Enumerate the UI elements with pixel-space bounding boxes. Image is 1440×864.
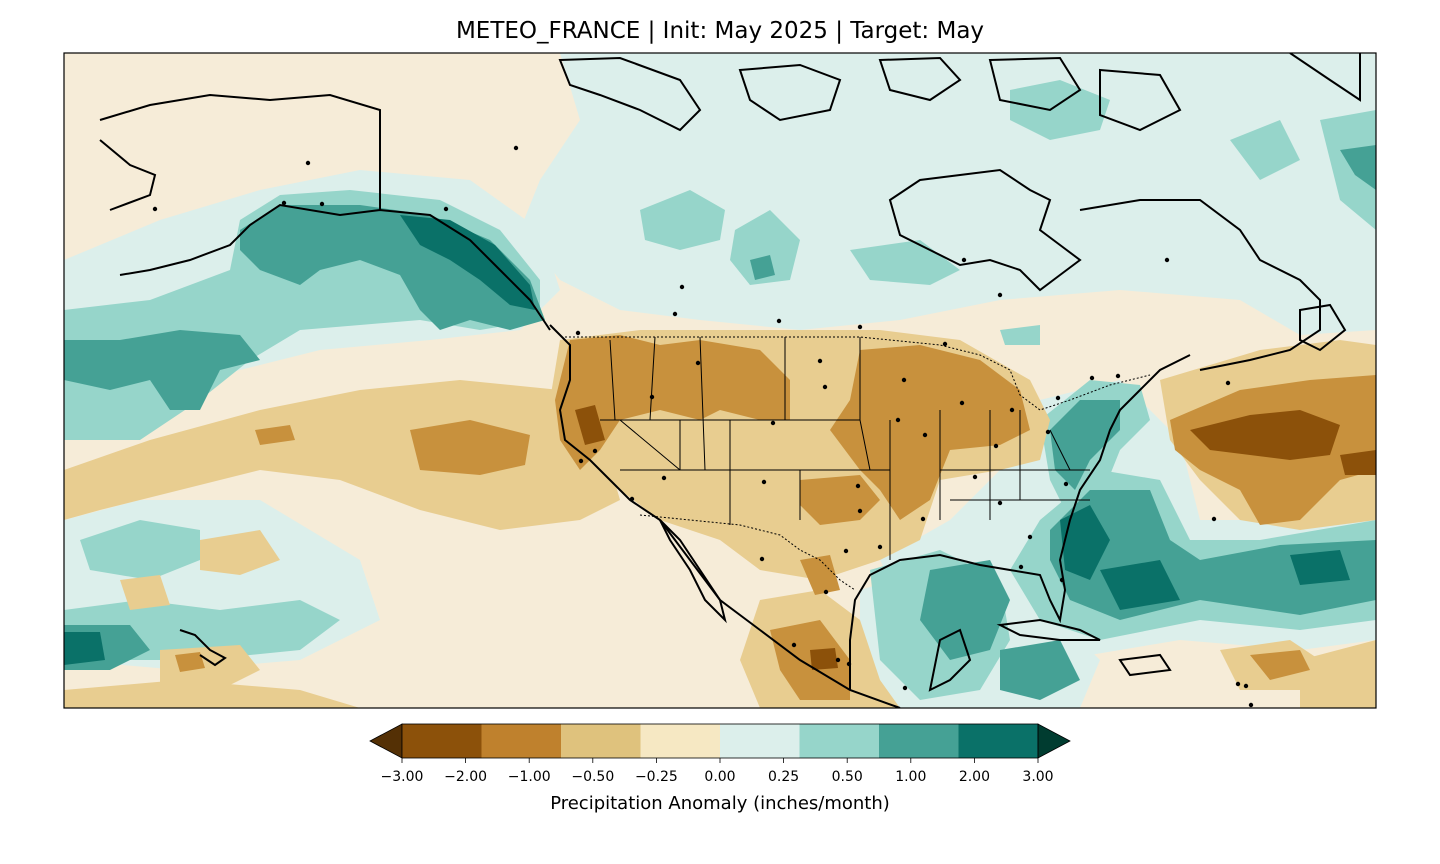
wet-mid-pacific-south — [80, 520, 200, 580]
dry-light-pacific-west — [120, 575, 170, 610]
us-mexico-border — [639, 514, 856, 591]
dry-mid-texas — [800, 555, 840, 595]
colorbar-tick-label: −0.50 — [571, 769, 614, 785]
dry-mid-plains — [830, 345, 1030, 520]
colorbar: −3.00 −2.00 −1.00 −0.50 −0.25 0.00 0.25 0.50 1.0… — [369, 723, 1071, 785]
dry-strong-california — [575, 405, 605, 445]
hudson-bay — [888, 168, 1082, 292]
wet-strong-pacific-west — [64, 330, 260, 410]
state-lines — [600, 336, 1090, 560]
colorbar-tick-label: 3.00 — [1022, 769, 1053, 785]
colorbar-tick-label: 0.00 — [704, 769, 735, 785]
wet-mid-greenland — [1320, 110, 1376, 230]
dry-mid-northwest — [555, 335, 790, 470]
colorbar-segment — [879, 724, 959, 758]
newfoundland — [1299, 303, 1347, 352]
north-america-west-coast — [549, 324, 901, 708]
colorbar-tick-label: −2.00 — [444, 769, 487, 785]
dry-mid-pacific — [410, 420, 530, 475]
wet-strong-canada — [750, 255, 775, 280]
state-borders — [379, 110, 1151, 591]
dry-mid-pacific-2 — [255, 425, 295, 445]
cuba — [996, 618, 1101, 641]
wet-very-atlantic-1 — [1060, 505, 1110, 580]
dry-mid-hawaii — [175, 652, 205, 672]
dry-strong-atlantic-2 — [1340, 450, 1376, 475]
wet-mid-hudson-east — [1010, 80, 1110, 140]
arctic-islands — [558, 53, 1361, 132]
colorbar-segment — [720, 724, 800, 758]
wet-very-hawaii — [64, 632, 105, 665]
wet-very-gulf-alaska — [400, 215, 535, 310]
us-canada-border — [565, 336, 1151, 411]
colorbar-segment — [561, 724, 641, 758]
map-title: METEO_FRANCE | Init: May 2025 | Target: … — [455, 18, 985, 44]
colorbar-segment — [402, 724, 482, 758]
colorbar-segment — [958, 724, 1039, 758]
hispaniola — [1118, 653, 1172, 677]
wet-strong-caribbean — [1000, 640, 1080, 700]
hawaii — [179, 629, 227, 667]
coastlines — [99, 53, 1361, 708]
colorbar-extend-max — [1037, 723, 1071, 759]
wet-very-atlantic-3 — [1290, 550, 1350, 585]
wet-mid-canada-2 — [730, 210, 800, 285]
wet-strong-greenland — [1340, 145, 1376, 190]
dry-light-pacific-mid — [200, 530, 280, 575]
wet-very-atlantic-2 — [1100, 560, 1180, 610]
dry-mid-caribbean — [1250, 650, 1310, 680]
colorbar-tick-label: 1.00 — [895, 769, 926, 785]
dry-mid-mexico — [770, 620, 850, 700]
gulf-coast — [849, 354, 1191, 690]
map-frame — [63, 52, 1377, 709]
wet-strong-mid-atlantic — [1050, 400, 1120, 490]
wet-region-canada — [520, 53, 1376, 335]
city-markers — [152, 145, 1254, 708]
dry-strong-mexico — [810, 648, 838, 670]
colorbar-segment — [640, 724, 721, 758]
wet-mid-canada-1 — [640, 190, 725, 250]
wet-strong-gulf — [920, 560, 1010, 660]
wet-mid-labrador — [1230, 120, 1300, 180]
baja — [659, 519, 727, 624]
colorbar-extend-min — [369, 723, 403, 759]
colorbar-label: Precipitation Anomaly (inches/month) — [550, 793, 890, 814]
yucatan — [928, 628, 972, 692]
dry-strong-atlantic — [1190, 410, 1340, 460]
labrador-coast — [1079, 199, 1321, 371]
colorbar-tick-label: −3.00 — [381, 769, 424, 785]
anomaly-field — [64, 53, 1376, 708]
colorbar-segment — [481, 724, 562, 758]
colorbar-tick-label: 0.25 — [768, 769, 799, 785]
dry-light-pacific-sw — [64, 680, 360, 708]
colorbar-tick-label: −1.00 — [508, 769, 551, 785]
colorbar-tick-label: 0.50 — [832, 769, 863, 785]
colorbar-tick-label: 2.00 — [959, 769, 990, 785]
colorbar-tick-label: −0.25 — [635, 769, 678, 785]
dry-light-pacific — [64, 380, 620, 530]
colorbar-segment — [799, 724, 880, 758]
dry-light-se-corner — [1300, 640, 1376, 708]
wet-mid-great-lakes — [1000, 325, 1040, 345]
